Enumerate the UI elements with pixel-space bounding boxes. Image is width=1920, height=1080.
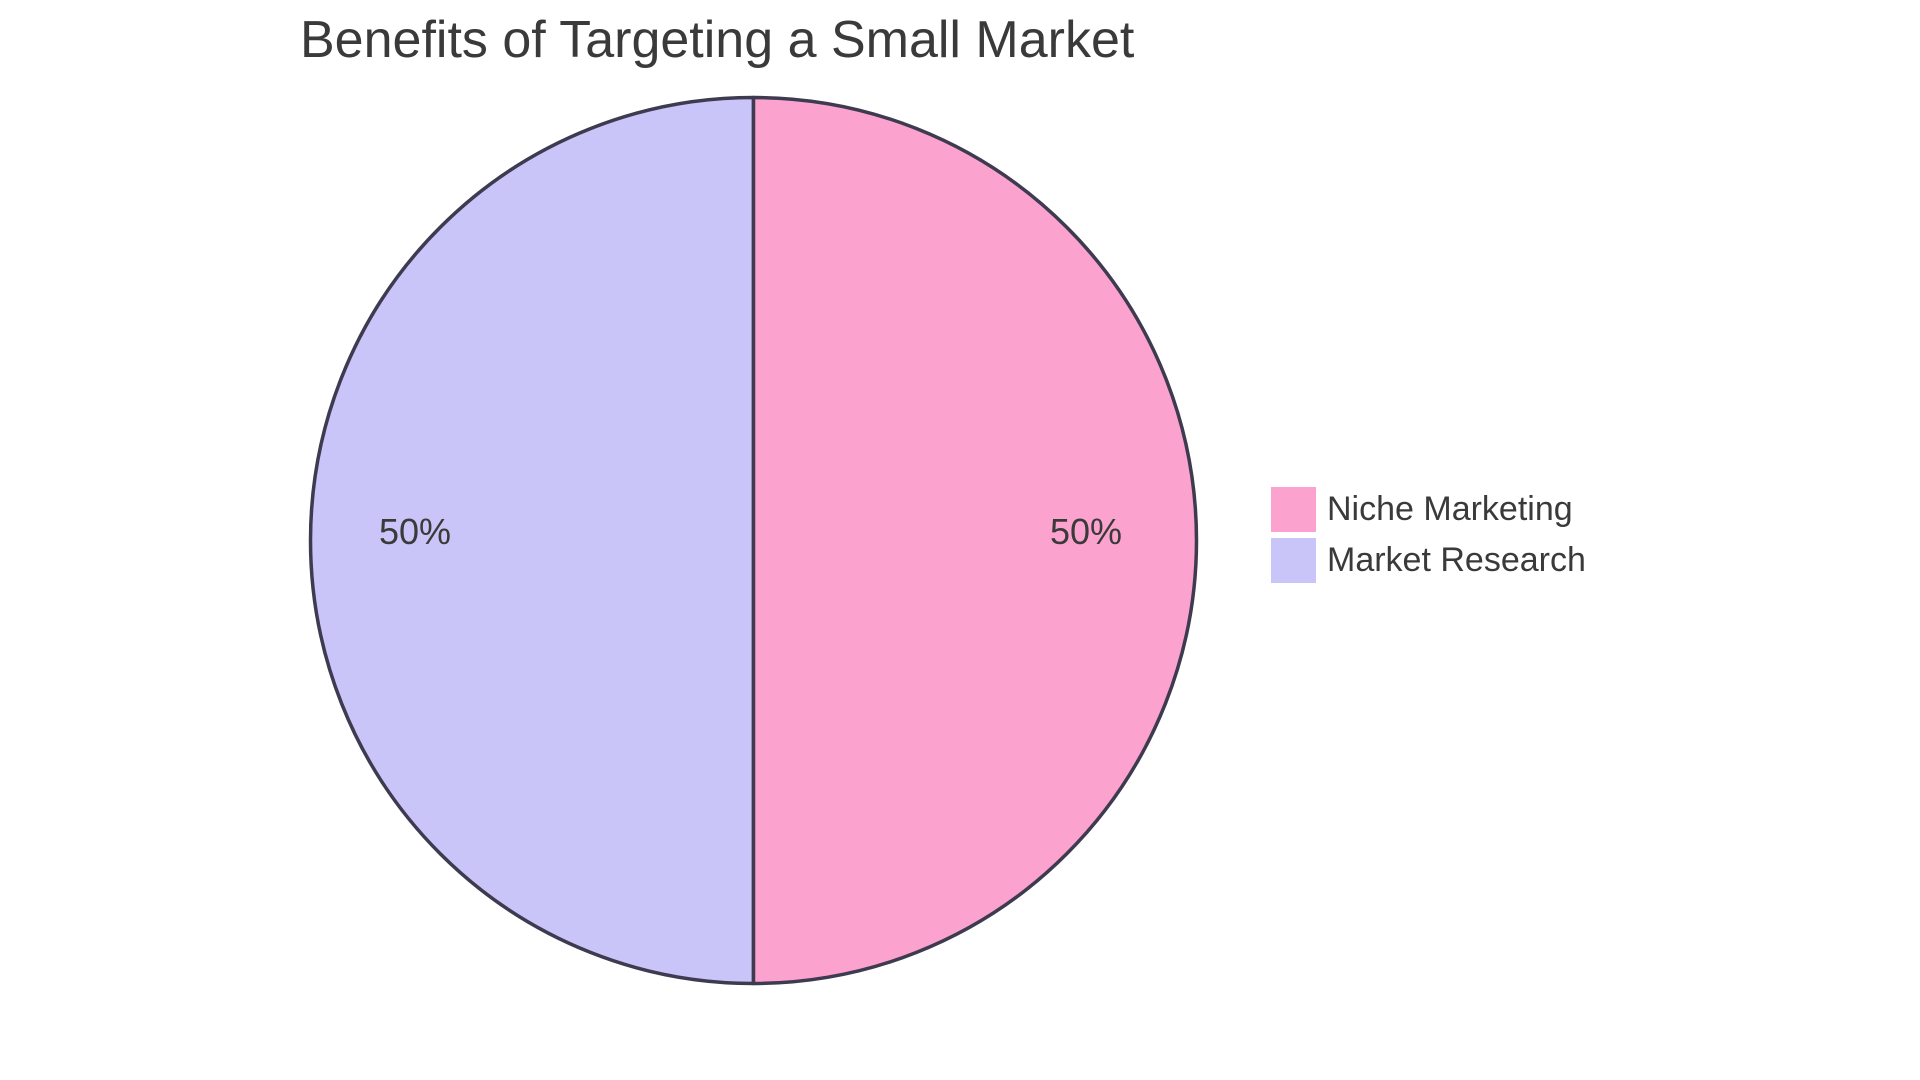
- slice-label-market-research: 50%: [379, 511, 451, 552]
- legend-label-market-research: Market Research: [1327, 541, 1586, 579]
- pie-slice-niche-marketing[interactable]: [751, 95, 1199, 986]
- legend-label-niche-marketing: Niche Marketing: [1327, 490, 1573, 528]
- pie-slice-market-research[interactable]: [308, 95, 756, 986]
- legend-swatch-market-research: [1271, 538, 1316, 583]
- legend: Niche Marketing Market Research: [1271, 487, 1586, 589]
- legend-item-market-research[interactable]: Market Research: [1271, 538, 1586, 583]
- legend-item-niche-marketing[interactable]: Niche Marketing: [1271, 487, 1586, 532]
- legend-swatch-niche-marketing: [1271, 487, 1316, 532]
- slice-label-niche-marketing: 50%: [1050, 511, 1122, 552]
- chart-title: Benefits of Targeting a Small Market: [300, 11, 1135, 69]
